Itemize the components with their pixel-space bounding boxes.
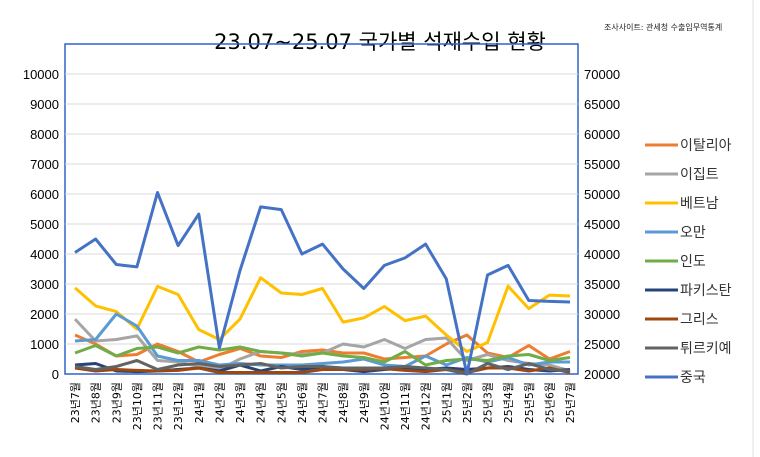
y-tick-label: 1000	[30, 337, 59, 352]
y2-tick-label: 65000	[584, 97, 620, 112]
y-tick-label: 8000	[30, 127, 59, 142]
legend-label: 베트남	[680, 196, 719, 212]
x-tick-label: 23년10월	[131, 382, 144, 430]
x-tick-label: 24년11월	[399, 382, 412, 430]
y-tick-label: 9000	[30, 97, 59, 112]
y2-tick-label: 45000	[584, 217, 620, 232]
legend-label: 중국	[680, 370, 706, 386]
x-tick-label: 24년10월	[378, 382, 391, 430]
x-tick-label: 25년2월	[461, 382, 474, 423]
x-tick-label: 24년9월	[358, 382, 371, 423]
y-tick-label: 6000	[30, 187, 59, 202]
x-tick-label: 23년7월	[69, 382, 82, 423]
x-tick-label: 24년6월	[296, 382, 309, 423]
series-line-중국	[74, 191, 571, 376]
x-tick-label: 24년8월	[337, 382, 350, 423]
series-line-그리스	[74, 366, 571, 374]
y2-tick-label: 55000	[584, 157, 620, 172]
legend-label: 인도	[680, 254, 706, 270]
series-line-이탈리아	[74, 333, 571, 364]
y2-tick-label: 30000	[584, 307, 620, 322]
series-line-베트남	[74, 276, 571, 353]
x-tick-label: 25년7월	[564, 382, 577, 423]
x-tick-label: 24년7월	[317, 382, 330, 423]
x-tick-label: 24년2월	[213, 382, 226, 423]
y-tick-label: 10000	[23, 67, 59, 82]
y2-tick-label: 20000	[584, 367, 620, 382]
series-line-인도	[74, 344, 571, 367]
y-tick-label: 2000	[30, 307, 59, 322]
x-tick-label: 25년6월	[543, 382, 556, 423]
x-tick-label: 23년12월	[172, 382, 185, 430]
y-tick-label: 5000	[30, 217, 59, 232]
x-tick-label: 25년1월	[440, 382, 453, 423]
x-tick-label: 24년12월	[420, 382, 433, 430]
x-tick-label: 23년9월	[110, 382, 123, 423]
legend-label: 오만	[680, 225, 706, 241]
x-tick-label: 24년4월	[255, 382, 268, 423]
y2-tick-label: 70000	[584, 67, 620, 82]
y-tick-label: 4000	[30, 247, 59, 262]
legend-label: 이집트	[680, 167, 719, 183]
y2-tick-label: 35000	[584, 277, 620, 292]
x-tick-label: 24년3월	[234, 382, 247, 423]
x-tick-label: 25년3월	[482, 382, 495, 423]
x-tick-label: 25년4월	[502, 382, 515, 423]
y-tick-label: 7000	[30, 157, 59, 172]
x-tick-label: 24년1월	[193, 382, 206, 423]
y-tick-label: 3000	[30, 277, 59, 292]
chart-title: 23.07~25.07 국가별 석재수입 현황	[214, 30, 546, 54]
source-note: 조사사이트: 관세청 수출입무역통계	[604, 23, 723, 32]
y2-tick-label: 40000	[584, 247, 620, 262]
plot-area-border	[64, 43, 579, 375]
legend-label: 그리스	[680, 312, 719, 328]
y-tick-label: 0	[52, 367, 59, 382]
series-line-튀르키예	[74, 359, 571, 376]
x-tick-label: 24년5월	[275, 382, 288, 423]
legend-label: 튀르키예	[680, 341, 732, 357]
legend-label: 이탈리아	[680, 138, 732, 154]
y2-tick-label: 60000	[584, 127, 620, 142]
x-tick-label: 23년8월	[90, 382, 103, 423]
legend-label: 파키스탄	[680, 283, 732, 299]
x-tick-label: 23년11월	[152, 382, 165, 430]
y2-tick-label: 25000	[584, 337, 620, 352]
y2-tick-label: 50000	[584, 187, 620, 202]
x-tick-label: 25년5월	[523, 382, 536, 423]
